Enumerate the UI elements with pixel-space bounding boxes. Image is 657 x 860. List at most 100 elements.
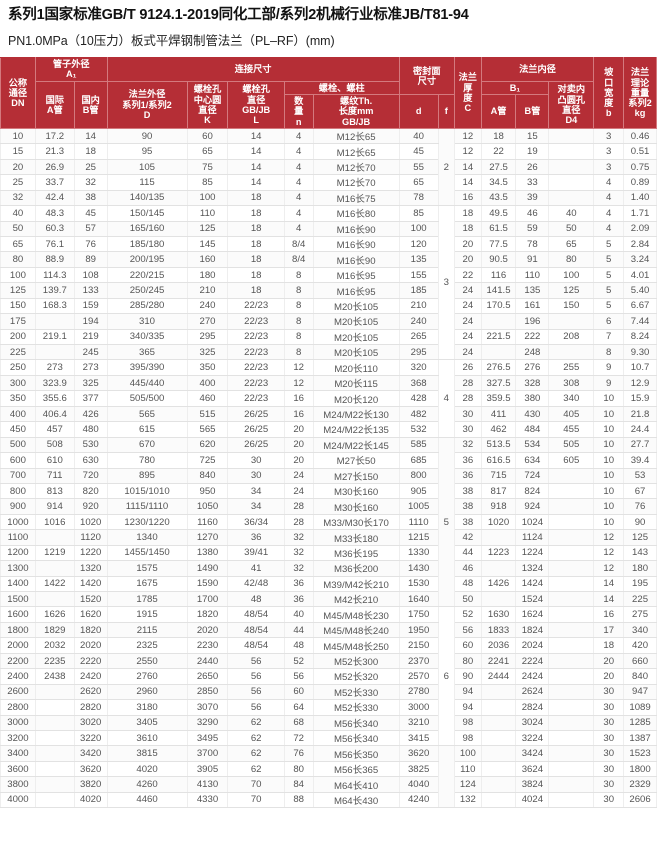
cell-b1_b: 78 — [515, 235, 550, 253]
cell-dn: 700 — [0, 467, 36, 484]
cell-d: 55 — [398, 158, 439, 176]
cell-b: 10 — [593, 436, 625, 454]
cell-a: 508 — [34, 436, 75, 454]
cell-c: 12 — [454, 143, 482, 160]
cell-d: 40 — [398, 127, 439, 145]
cell-n: 36 — [283, 591, 314, 608]
cell-n: 56 — [283, 668, 314, 685]
table-row: 2200 2235 2220 2550 2440 56 52 M52长300 2370 80 224… — [0, 652, 657, 670]
header-bolt-hole-dia: 螺栓孔 直径 GB/JB L — [227, 80, 285, 129]
header-seal-group: 密封面 尺寸 — [398, 57, 456, 96]
cell-d4 — [548, 560, 595, 577]
cell-dn: 80 — [0, 251, 36, 268]
cell-n: 16 — [283, 390, 314, 407]
cell-dn: 40 — [0, 205, 36, 222]
cell-d: 1575 — [106, 560, 188, 577]
cell-d: 3610 — [106, 729, 188, 747]
cell-d: 505/500 — [106, 390, 188, 407]
cell-d4 — [548, 529, 595, 546]
cell-k: 2440 — [186, 652, 229, 670]
cell-c: 98 — [454, 714, 482, 731]
cell-d: 250/245 — [106, 282, 188, 299]
cell-b: 30 — [593, 683, 625, 701]
cell-d: 1950 — [398, 621, 439, 639]
cell-d: 265 — [398, 328, 439, 346]
cell-c: 12 — [454, 127, 482, 145]
cell-n: 32 — [283, 544, 314, 562]
cell-d: 310 — [106, 313, 188, 330]
cell-b: 630 — [73, 452, 108, 469]
cell-b1_a — [480, 313, 517, 330]
cell-th: M20长110 — [312, 359, 400, 376]
cell-a — [34, 591, 75, 608]
cell-c: 20 — [454, 235, 482, 253]
table-row: 2000 2032 2020 2325 2230 48/54 48 M45/M48长250 21… — [0, 637, 657, 654]
cell-c: 24 — [454, 313, 482, 330]
cell-n: 48 — [283, 637, 314, 654]
header-pipe-od-dom: 国内 B管 — [73, 80, 108, 129]
cell-b: 3 — [593, 158, 625, 176]
cell-b1_b: 196 — [515, 313, 550, 330]
cell-b1_b: 328 — [515, 374, 550, 392]
cell-d4 — [548, 158, 595, 176]
cell-d4 — [548, 699, 595, 716]
cell-kg: 1285 — [623, 714, 657, 731]
table-row: 900 914 920 1115/1110 1050 34 28 M30长160 1005 38 9… — [0, 498, 657, 515]
cell-b: 194 — [73, 313, 108, 330]
cell-f: 4 — [437, 359, 456, 438]
cell-k: 2650 — [186, 668, 229, 685]
cell-kg: 3.24 — [623, 251, 657, 268]
cell-th: M36长195 — [312, 544, 400, 562]
table-row: 1200 1219 1220 1455/1450 1380 39/41 32 M36长195 1… — [0, 544, 657, 562]
cell-c: 18 — [454, 220, 482, 237]
cell-kg: 8.24 — [623, 328, 657, 346]
cell-d: 45 — [398, 143, 439, 160]
cell-c: 46 — [454, 560, 482, 577]
cell-d: 3210 — [398, 714, 439, 731]
cell-b: 30 — [593, 776, 625, 793]
header-pipe-od-intl: 国际 A管 — [34, 80, 75, 129]
cell-a: 48.3 — [34, 205, 75, 222]
cell-d: 165/160 — [106, 220, 188, 237]
cell-l: 42/48 — [227, 575, 285, 593]
header-thickness: 法兰厚度 C — [454, 57, 482, 129]
cell-l: 18 — [227, 251, 285, 268]
cell-d: 4260 — [106, 776, 188, 793]
cell-b: 30 — [593, 791, 625, 809]
cell-b1_a: 22 — [480, 143, 517, 160]
header-d4: 对卖内 凸圆孔 直径 D4 — [548, 80, 595, 129]
cell-b1_a: 170.5 — [480, 297, 517, 315]
cell-b: 30 — [593, 714, 625, 731]
cell-n: 8/4 — [283, 235, 314, 253]
cell-b1_b: 430 — [515, 405, 550, 423]
cell-kg: 420 — [623, 637, 657, 654]
cell-n: 4 — [283, 220, 314, 237]
cell-d: 565 — [106, 405, 188, 423]
cell-c: 16 — [454, 189, 482, 207]
cell-d: 78 — [398, 189, 439, 207]
header-flange-id-group: 法兰内径 — [480, 57, 595, 82]
cell-kg: 195 — [623, 575, 657, 593]
cell-b1_b: 1024 — [515, 513, 550, 531]
cell-b1_a — [480, 529, 517, 546]
table-row: 225 245 365 325 22/23 8 M20长105 295 24 248 8 9.30 — [0, 344, 657, 361]
cell-b1_b: 1624 — [515, 606, 550, 623]
cell-d: 670 — [106, 436, 188, 454]
cell-a — [34, 714, 75, 731]
cell-d: 428 — [398, 390, 439, 407]
cell-b1_b: 3424 — [515, 745, 550, 762]
cell-l: 14 — [227, 143, 285, 160]
cell-dn: 3200 — [0, 729, 36, 747]
cell-th: M16长95 — [312, 266, 400, 284]
cell-k: 4130 — [186, 776, 229, 793]
cell-d: 615 — [106, 421, 188, 438]
cell-d: 140/135 — [106, 189, 188, 207]
cell-b: 16 — [593, 606, 625, 623]
table-row: 2400 2438 2420 2760 2650 56 56 M52长320 2570 90 244… — [0, 668, 657, 685]
cell-n: 28 — [283, 513, 314, 531]
cell-a: 88.9 — [34, 251, 75, 268]
cell-a — [34, 344, 75, 361]
cell-th: M16长75 — [312, 189, 400, 207]
cell-l: 30 — [227, 467, 285, 484]
cell-n: 4 — [283, 158, 314, 176]
